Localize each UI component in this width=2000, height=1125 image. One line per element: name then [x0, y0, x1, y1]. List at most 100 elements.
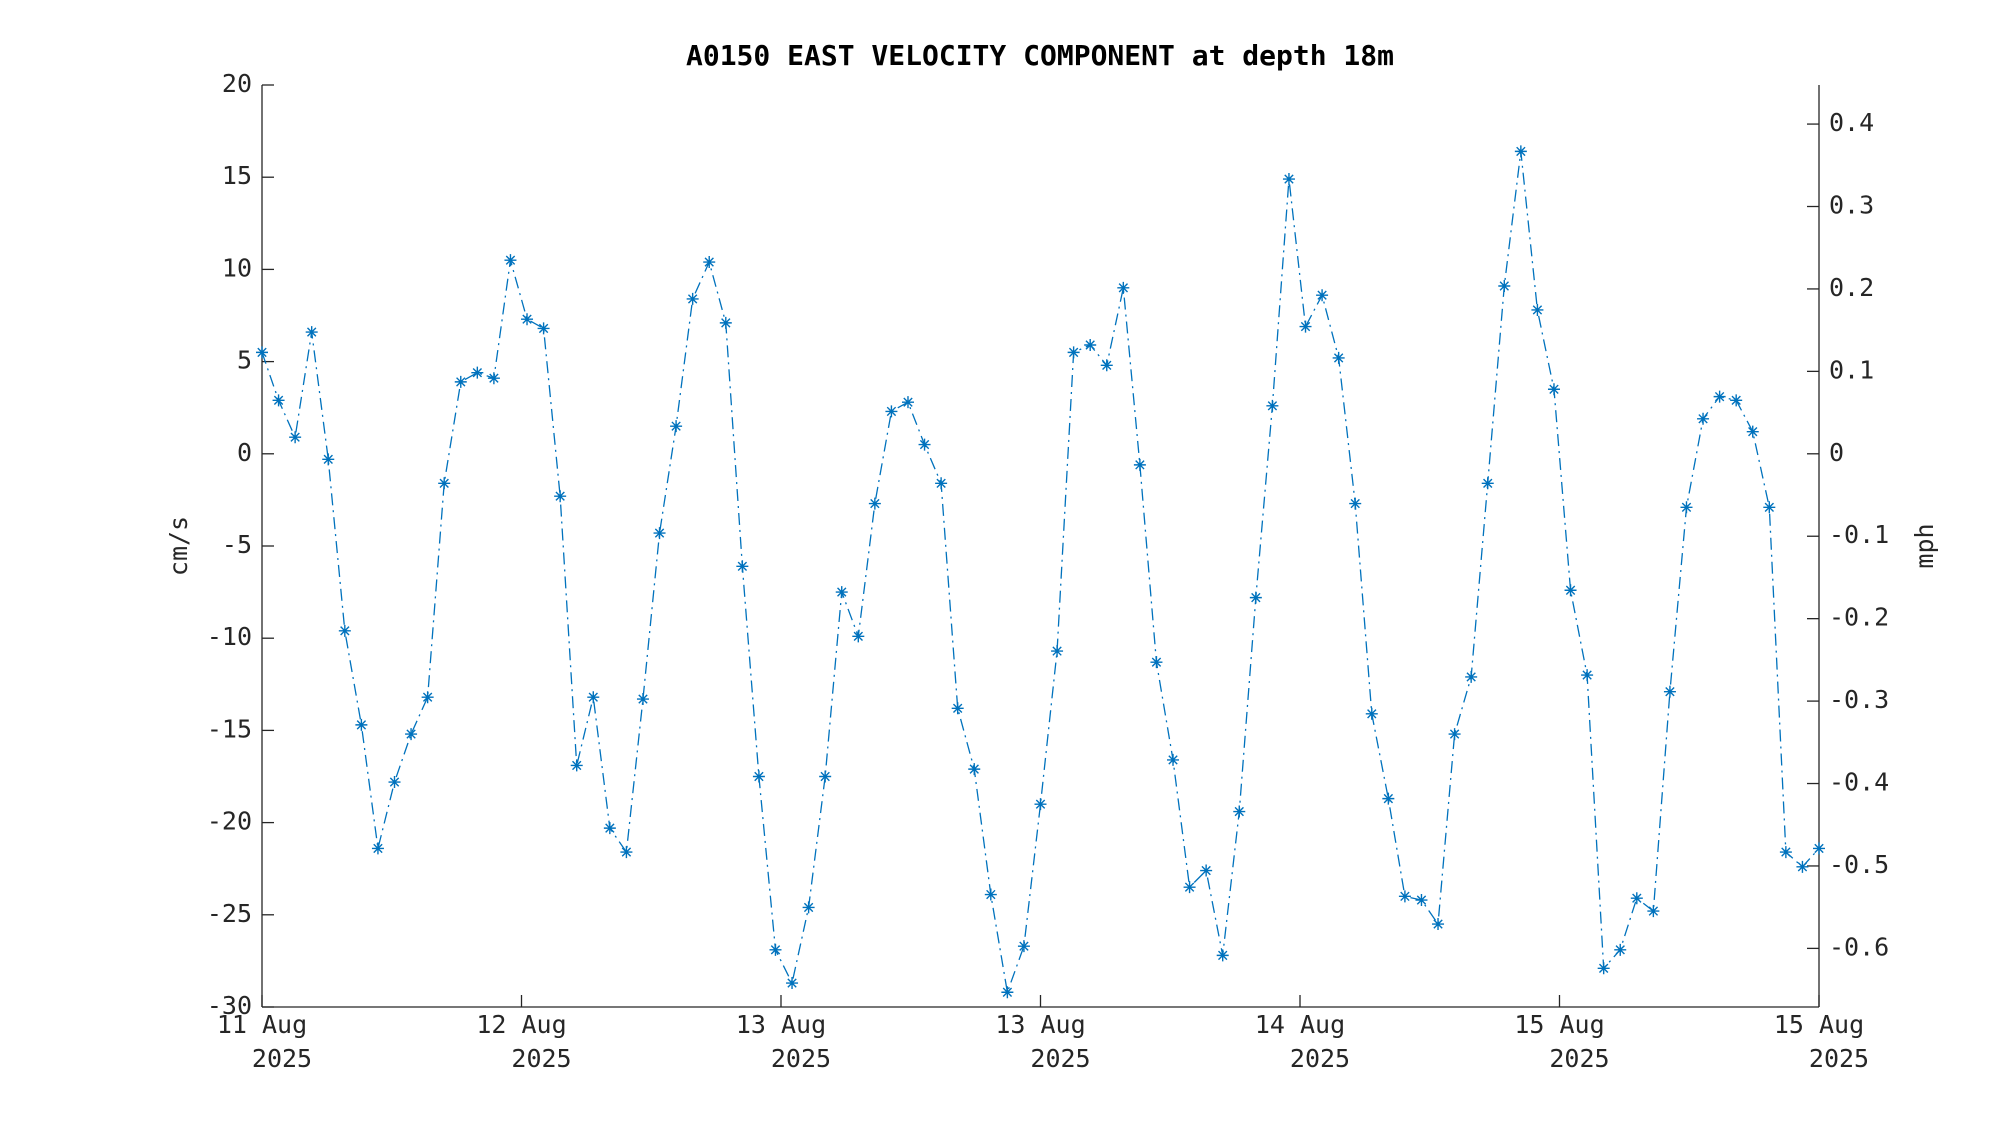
marker — [752, 770, 765, 783]
marker — [1597, 962, 1610, 975]
marker — [1084, 339, 1097, 352]
marker — [1034, 798, 1047, 811]
marker — [388, 776, 401, 789]
marker — [620, 846, 633, 859]
marker — [1249, 591, 1262, 604]
marker — [1100, 359, 1113, 372]
marker — [1763, 501, 1776, 514]
y2-tick-label: 0 — [1829, 438, 1844, 467]
marker — [1614, 943, 1627, 956]
marker — [1167, 753, 1180, 766]
x-tick-label-line: 12 Aug — [476, 1010, 566, 1039]
y2-axis-label: mph — [1910, 523, 1939, 568]
y-tick-label: -20 — [207, 807, 252, 836]
marker — [1150, 656, 1163, 669]
marker — [1282, 173, 1295, 186]
marker — [786, 977, 799, 990]
marker — [1498, 279, 1511, 292]
marker — [1332, 351, 1345, 364]
marker — [1365, 707, 1378, 720]
marker — [305, 326, 318, 339]
marker — [636, 693, 649, 706]
marker — [719, 316, 732, 329]
marker — [338, 624, 351, 637]
marker — [1316, 289, 1329, 302]
marker — [1200, 864, 1213, 877]
marker — [868, 497, 881, 510]
marker — [1746, 425, 1759, 438]
marker — [653, 527, 666, 540]
marker — [901, 396, 914, 409]
marker — [1680, 501, 1693, 514]
y-tick-label: 15 — [222, 161, 252, 190]
marker — [289, 431, 302, 444]
marker — [1216, 949, 1229, 962]
marker — [1697, 412, 1710, 425]
y-tick-label: -15 — [207, 714, 252, 743]
marker — [471, 366, 484, 379]
marker — [272, 394, 285, 407]
marker — [504, 254, 517, 267]
y2-tick-label: -0.4 — [1829, 768, 1889, 797]
x-tick-label-line: 2025 — [771, 1044, 831, 1073]
marker — [256, 346, 268, 359]
x-tick-label-line: 11 Aug — [217, 1010, 307, 1039]
x-tick-label-line: 13 Aug — [995, 1010, 1085, 1039]
marker — [603, 822, 616, 835]
marker — [1051, 645, 1064, 658]
marker — [769, 943, 782, 956]
marker — [322, 453, 335, 466]
marker — [852, 630, 865, 643]
marker — [686, 292, 699, 305]
marker — [487, 372, 500, 385]
marker — [1581, 669, 1594, 682]
marker — [1001, 986, 1014, 999]
x-tick-label-line: 2025 — [1030, 1044, 1090, 1073]
marker — [1730, 394, 1743, 407]
y2-tick-label: -0.3 — [1829, 685, 1889, 714]
marker — [1663, 685, 1676, 698]
marker — [454, 375, 467, 388]
marker — [885, 405, 898, 418]
marker — [736, 560, 749, 573]
marker — [570, 759, 583, 772]
marker — [984, 888, 997, 901]
marker — [1630, 892, 1643, 905]
marker — [355, 718, 368, 731]
x-tick-label: 11 Aug 2025 — [217, 1010, 312, 1073]
marker — [802, 901, 815, 914]
x-tick-label: 13 Aug 2025 — [736, 1010, 831, 1073]
series-line — [261, 151, 1820, 995]
marker — [1415, 894, 1428, 907]
marker — [554, 490, 567, 503]
marker — [1349, 497, 1362, 510]
x-tick-label-line: 2025 — [1809, 1044, 1869, 1073]
x-tick-label: 12 Aug 2025 — [476, 1010, 571, 1073]
x-tick-label-line: 15 Aug — [1774, 1010, 1864, 1039]
marker — [819, 770, 832, 783]
x-tick-label-line: 2025 — [511, 1044, 571, 1073]
marker — [1514, 145, 1527, 158]
y2-tick-label: -0.5 — [1829, 850, 1889, 879]
x-tick-label-line: 2025 — [1290, 1044, 1350, 1073]
x-tick-label-line: 15 Aug — [1514, 1010, 1604, 1039]
marker — [1382, 792, 1395, 805]
marker — [421, 691, 434, 704]
marker — [670, 420, 683, 433]
marker — [1183, 881, 1196, 894]
marker — [1299, 320, 1312, 333]
x-tick-label-line: 13 Aug — [736, 1010, 826, 1039]
marker — [1432, 918, 1445, 931]
x-tick-label-line: 2025 — [252, 1044, 312, 1073]
marker — [935, 477, 948, 490]
marker — [1481, 477, 1494, 490]
marker — [1117, 281, 1130, 294]
marker — [1067, 346, 1080, 359]
y-tick-label: -10 — [207, 622, 252, 651]
marker — [1564, 584, 1577, 597]
marker — [1448, 728, 1461, 741]
marker — [1233, 805, 1246, 818]
y2-tick-label: -0.2 — [1829, 603, 1889, 632]
marker — [537, 322, 550, 335]
